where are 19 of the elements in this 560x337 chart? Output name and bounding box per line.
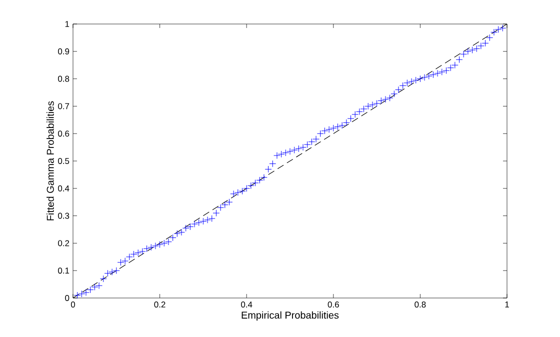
- y-axis-title: Fitted Gamma Probabilities: [46, 101, 54, 220]
- x-tick-label: 0.6: [328, 302, 339, 308]
- x-tick-label: 0.2: [154, 302, 166, 308]
- y-tick-label: 0.3: [58, 212, 70, 219]
- x-tick-label: 0: [70, 302, 76, 308]
- y-tick-label: 0.1: [58, 268, 70, 274]
- x-tick-label: 1: [505, 302, 509, 308]
- y-tick-label: 0.6: [58, 130, 70, 137]
- y-tick-label: 0.5: [58, 158, 70, 164]
- y-tick-label: 0.2: [58, 240, 70, 246]
- y-tick-label: 0.4: [58, 185, 70, 192]
- x-tick-label: 0.4: [241, 302, 252, 308]
- y-tick-label: 0.7: [58, 103, 70, 110]
- x-axis-title: Empirical Probabilities: [242, 311, 339, 321]
- x-tick-label: 0.8: [414, 302, 426, 308]
- y-tick-label: 0.8: [58, 76, 70, 82]
- y-tick-label: 1: [65, 21, 70, 27]
- y-tick-label: 0.9: [58, 48, 70, 54]
- y-tick-label: 0: [65, 295, 70, 301]
